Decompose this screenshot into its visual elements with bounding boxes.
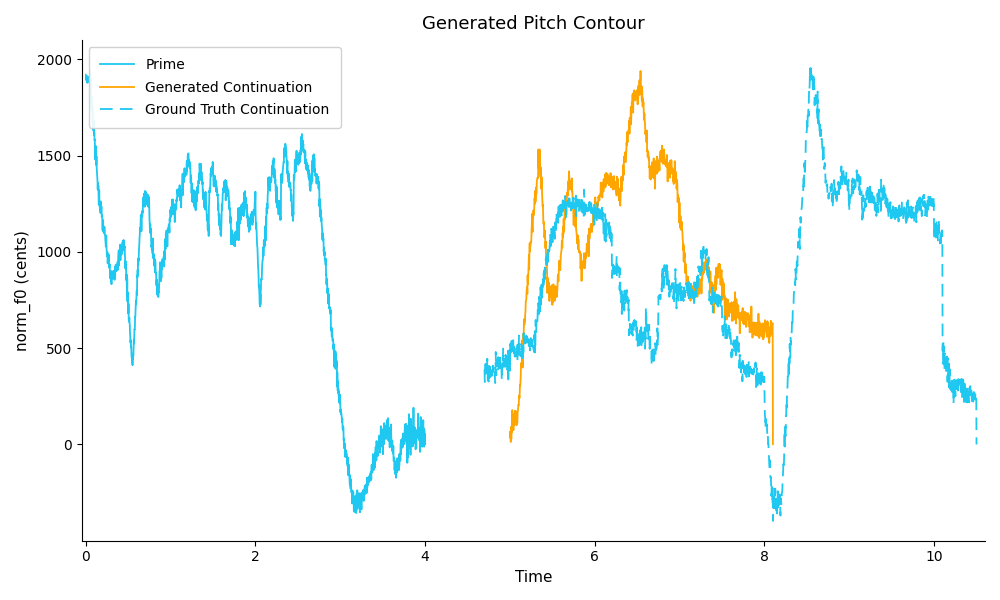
Title: Generated Pitch Contour: Generated Pitch Contour: [422, 15, 645, 33]
X-axis label: Time: Time: [515, 570, 552, 585]
Legend: Prime, Generated Continuation, Ground Truth Continuation: Prime, Generated Continuation, Ground Tr…: [89, 47, 341, 128]
Y-axis label: norm_f0 (cents): norm_f0 (cents): [15, 230, 31, 351]
